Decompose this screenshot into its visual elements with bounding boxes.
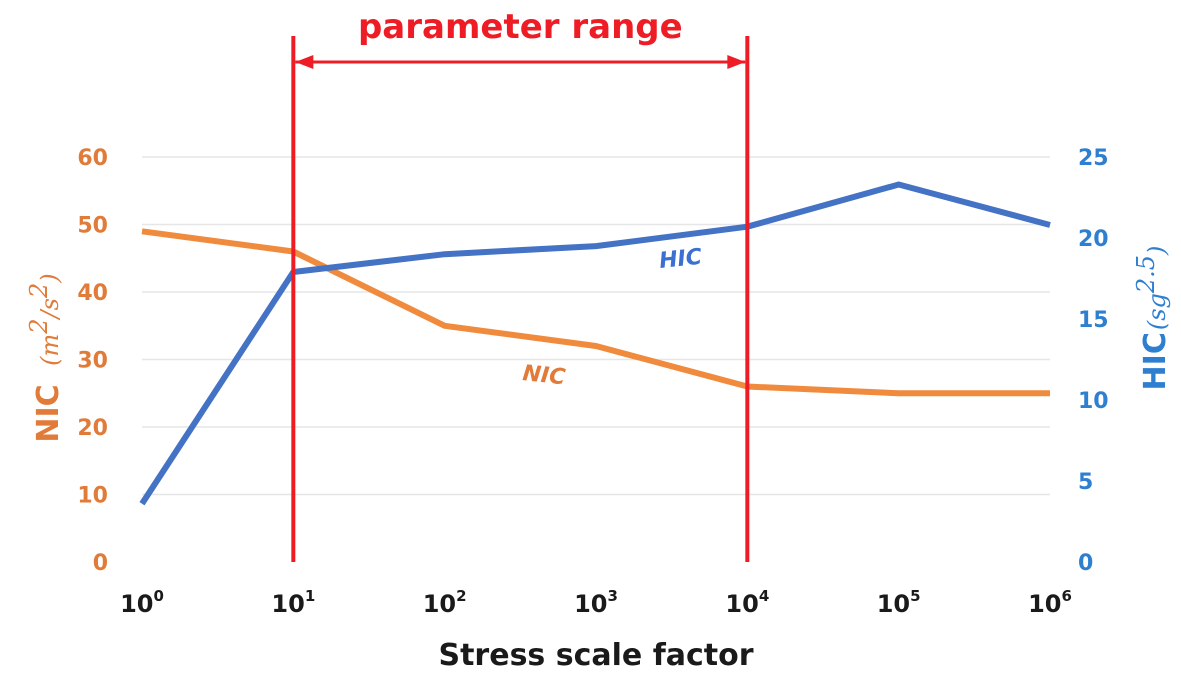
left-axis-unit-sup1: 2 [25,318,53,334]
right-y-tick-label: 0 [1078,551,1093,576]
x-tick-label: 105 [877,587,921,618]
right-axis-title: HIC(sg2.5) [1132,246,1173,391]
right-y-tick-label: 20 [1078,227,1109,252]
left-y-tick-label: 10 [77,484,108,509]
x-tick-label: 106 [1028,587,1072,618]
range-arrowhead-right [727,55,746,69]
right-y-tick-label: 15 [1078,308,1109,333]
left-axis-unit-mid: /s [36,298,64,320]
series-label-nic: NIC [521,361,566,390]
series-label-hic: HIC [658,245,703,274]
range-title: parameter range [358,7,683,47]
left-axis-label: NIC [31,384,66,442]
right-axis-unit-end: ) [1143,246,1171,256]
left-y-tick-label: 30 [77,349,108,374]
x-tick-label: 100 [120,587,164,618]
right-y-tick-label: 10 [1078,389,1109,414]
x-tick-label: 103 [574,587,618,618]
x-tick-label: 104 [725,587,769,618]
x-tick-label: 101 [271,587,315,618]
left-y-axis-ticks: 0 10 20 30 40 50 60 [77,146,108,576]
left-axis-unit-sup2: 2 [25,283,53,299]
right-y-tick-label: 25 [1078,146,1109,171]
right-y-axis-ticks: 0 5 10 15 20 25 [1078,146,1109,576]
range-arrowhead-left [295,55,314,69]
x-axis-ticks: 100 101 102 103 104 105 106 [120,587,1072,618]
left-axis-title: NIC (m2/s2) [25,273,66,442]
left-y-tick-label: 50 [77,214,108,239]
right-axis-unit-sup: 2.5 [1132,255,1160,294]
right-y-tick-label: 5 [1078,470,1093,495]
series-line-nic [141,228,1050,397]
left-y-tick-label: 60 [77,146,108,171]
svg-text:HIC(sg2.5): HIC(sg2.5) [1132,246,1173,391]
series-labels: HIC NIC [521,245,703,391]
right-axis-label: HIC [1138,332,1173,390]
left-y-tick-label: 40 [77,281,108,306]
right-axis-unit-base: (sg [1143,293,1171,330]
left-axis-unit-end: ) [36,273,64,283]
left-y-tick-label: 0 [93,551,108,576]
series-lines [139,181,1051,506]
left-y-tick-label: 20 [77,416,108,441]
x-axis-title: Stress scale factor [438,638,753,673]
x-tick-label: 102 [423,587,467,618]
gridlines [142,156,1050,496]
left-axis-unit-base: (m [36,334,64,366]
svg-text:NIC (m2/s2): NIC (m2/s2) [25,273,66,442]
parameter-range-annotation: parameter range [291,7,750,562]
